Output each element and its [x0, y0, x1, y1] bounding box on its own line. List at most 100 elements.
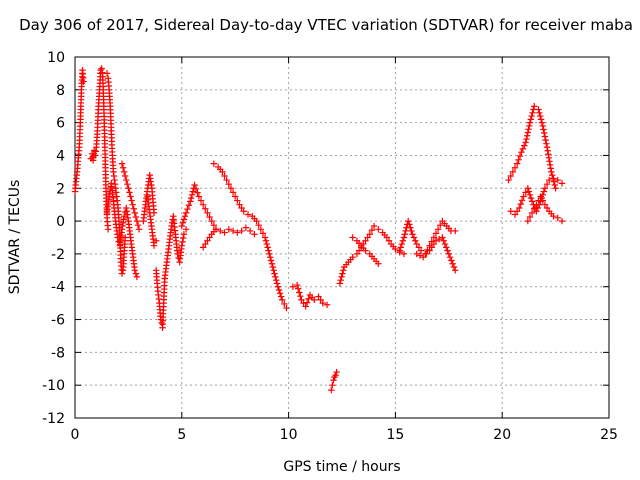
data-point: [528, 209, 536, 217]
data-point: [229, 189, 237, 196]
data-point: [272, 273, 279, 281]
data-point: [278, 296, 286, 304]
data-point: [150, 242, 158, 249]
data-point: [546, 161, 554, 169]
data-point: [199, 201, 207, 208]
data-point: [194, 189, 201, 196]
data-point: [208, 217, 215, 225]
data-point: [551, 181, 558, 189]
data-point: [120, 168, 128, 176]
data-point: [443, 244, 450, 251]
data-point: [131, 267, 139, 274]
data-point: [515, 156, 522, 164]
grid-lines: [75, 57, 609, 418]
data-point: [189, 188, 197, 195]
data-point: [375, 260, 382, 267]
data-point: [526, 191, 534, 199]
data-point: [550, 212, 557, 220]
x-axis-label: GPS time / hours: [283, 459, 400, 475]
data-point: [121, 172, 129, 180]
data-point: [440, 237, 447, 244]
data-point: [244, 211, 252, 218]
data-point: [134, 221, 142, 229]
data-point: [257, 226, 265, 233]
data-point: [511, 211, 519, 218]
data-point: [263, 240, 271, 248]
data-point: [317, 296, 324, 304]
data-point: [400, 234, 408, 241]
plot-frame: [74, 56, 610, 419]
data-point: [328, 386, 335, 394]
data-point: [119, 164, 127, 171]
data-point: [452, 267, 459, 274]
data-point: [529, 109, 536, 116]
data-point: [525, 188, 533, 195]
data-point: [543, 180, 551, 188]
data-point: [396, 247, 403, 254]
data-point: [548, 168, 555, 176]
data-point: [188, 191, 196, 199]
data-point: [531, 103, 538, 110]
data-point: [450, 263, 458, 271]
data-point: [546, 158, 553, 165]
data-point: [265, 247, 272, 254]
data-point: [541, 129, 548, 137]
data-point: [298, 296, 305, 304]
data-point: [412, 237, 419, 244]
data-point: [349, 253, 356, 261]
data-point: [554, 214, 561, 222]
data-point: [520, 193, 527, 200]
data-point: [135, 226, 143, 233]
data-point: [336, 280, 344, 287]
data-point: [124, 180, 131, 188]
data-point: [362, 237, 369, 244]
y-tick-label: 6: [56, 116, 65, 132]
data-point: [297, 292, 304, 300]
data-point: [295, 285, 302, 292]
data-point: [409, 231, 416, 238]
data-point: [242, 224, 250, 231]
data-point: [225, 226, 232, 233]
x-tick-label: 20: [493, 427, 511, 443]
data-point: [129, 201, 136, 208]
data-point: [274, 283, 282, 290]
data-point: [339, 270, 346, 277]
data-point: [236, 201, 243, 208]
data-point: [526, 122, 533, 130]
data-point: [126, 189, 133, 196]
data-point: [267, 253, 274, 261]
x-tick-label: 15: [386, 427, 404, 443]
data-point: [537, 116, 545, 123]
data-point: [513, 160, 521, 167]
data-point: [505, 176, 512, 184]
data-point: [522, 139, 529, 146]
data-point: [545, 176, 553, 184]
data-point: [399, 237, 407, 244]
data-point: [511, 164, 519, 171]
data-point: [273, 276, 280, 284]
data-point: [392, 245, 399, 253]
data-point: [192, 185, 200, 193]
data-point: [210, 160, 218, 167]
data-point: [118, 160, 126, 167]
data-point: [332, 372, 339, 379]
data-point: [133, 273, 141, 281]
data-point: [430, 240, 438, 248]
data-point: [452, 227, 459, 235]
data-point: [178, 242, 185, 249]
data-point: [206, 234, 213, 241]
data-point: [513, 208, 521, 215]
data-point: [543, 140, 550, 147]
data-point: [366, 231, 373, 238]
data-point: [541, 133, 549, 140]
data-point: [522, 189, 529, 196]
y-tick-label: -4: [51, 280, 65, 296]
data-point: [131, 209, 139, 217]
data-point: [537, 112, 544, 120]
data-point: [227, 185, 235, 192]
data-point: [537, 193, 544, 200]
data-point: [271, 270, 278, 277]
data-point: [127, 193, 134, 200]
data-point: [509, 168, 517, 176]
